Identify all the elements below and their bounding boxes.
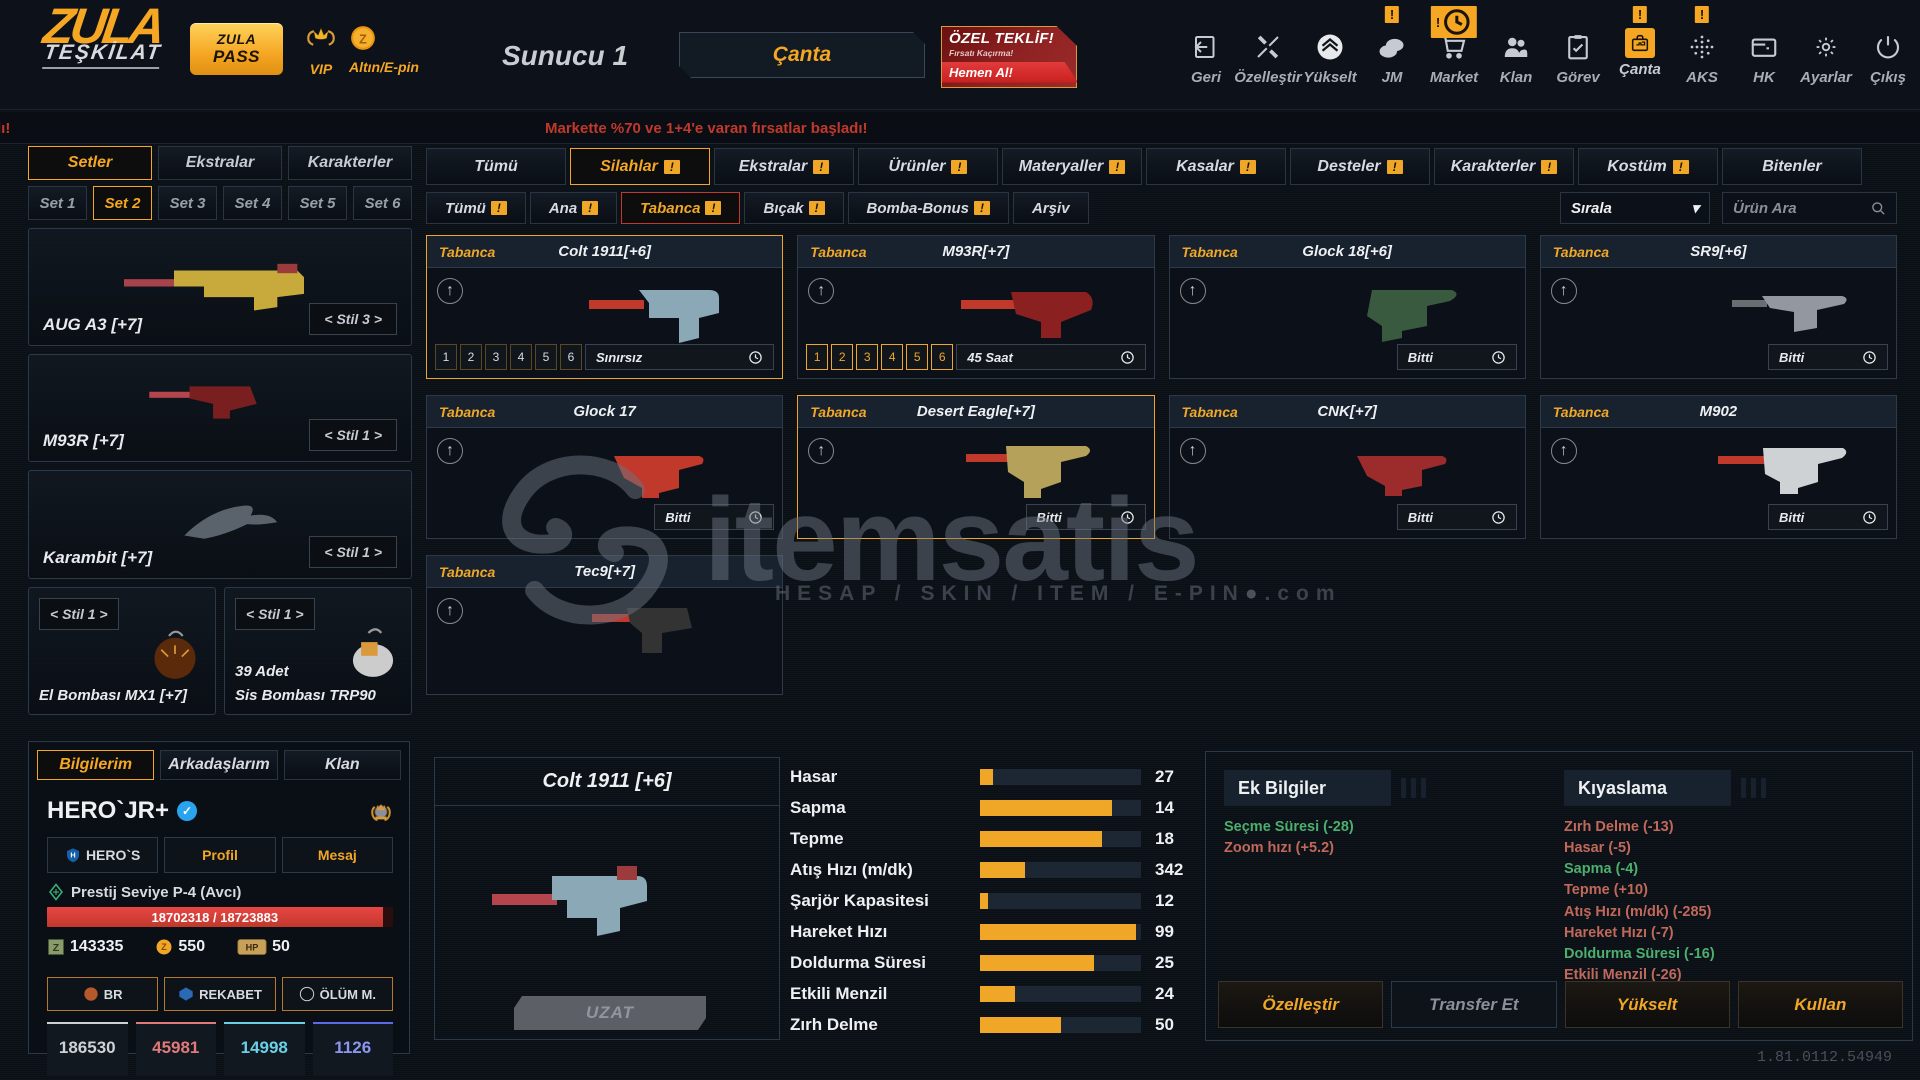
svg-text:H: H [70,851,75,860]
svg-text:HP: HP [246,942,259,952]
svg-text:Z: Z [359,33,367,47]
svg-text:Z: Z [53,942,60,954]
svg-text:Z: Z [162,942,168,952]
